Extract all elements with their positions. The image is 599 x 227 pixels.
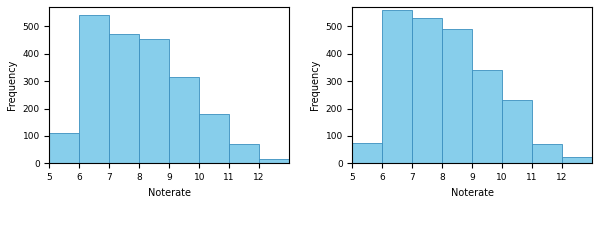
Bar: [199, 114, 229, 163]
Y-axis label: Frequency: Frequency: [310, 60, 320, 110]
Bar: [472, 70, 502, 163]
Bar: [442, 29, 472, 163]
X-axis label: Noterate: Noterate: [148, 188, 190, 198]
Bar: [352, 143, 382, 163]
Bar: [412, 18, 442, 163]
Bar: [110, 35, 140, 163]
Bar: [170, 77, 199, 163]
Bar: [502, 100, 532, 163]
Bar: [229, 144, 259, 163]
Bar: [50, 133, 80, 163]
Bar: [382, 10, 412, 163]
Bar: [562, 157, 592, 163]
X-axis label: Noterate: Noterate: [451, 188, 494, 198]
Bar: [140, 39, 170, 163]
Bar: [259, 159, 289, 163]
Bar: [532, 144, 562, 163]
Y-axis label: Frequency: Frequency: [7, 60, 17, 110]
Bar: [80, 15, 110, 163]
